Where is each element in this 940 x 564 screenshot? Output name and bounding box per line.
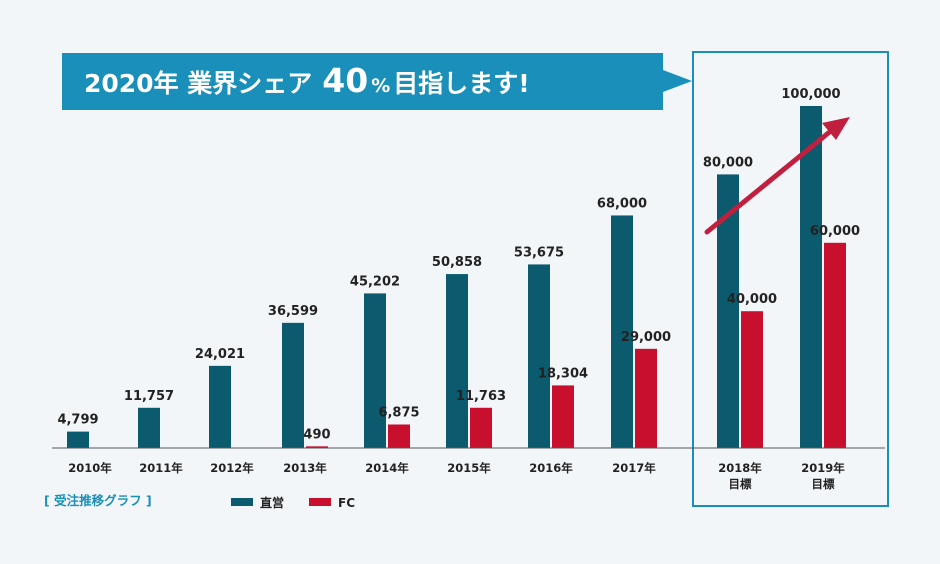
value-label-direct-2: 24,021 — [195, 347, 245, 362]
x-tick-label-4: 2014年 — [365, 461, 409, 475]
bar-direct-4 — [364, 293, 386, 448]
x-tick-label-9-line2: 目標 — [812, 477, 835, 491]
legend-label-direct: 直営 — [260, 495, 284, 510]
bar-direct-8 — [717, 174, 739, 448]
value-label-fc-8: 40,000 — [727, 292, 777, 307]
chart-title-text: 受注推移グラフ — [54, 493, 142, 508]
banner: 2020年 業界シェア 40% 目指します! — [62, 53, 692, 110]
bar-direct-2 — [209, 365, 231, 448]
value-label-fc-6: 18,304 — [538, 366, 588, 381]
bar-direct-9 — [800, 106, 822, 448]
banner-text: 2020年 業界シェア 40% 目指します! — [84, 61, 530, 100]
x-tick-label-7: 2017年 — [612, 461, 656, 475]
bar-fc-6 — [552, 385, 574, 448]
value-label-direct-7: 68,000 — [597, 196, 647, 211]
value-label-fc-9: 60,000 — [810, 224, 860, 239]
bar-direct-0 — [67, 431, 89, 448]
x-tick-labels: 2010年 2011年 2012年 2013年 2014年 2015年 2016年 2017年… — [68, 461, 845, 491]
value-label-direct-9: 100,000 — [781, 87, 840, 102]
target-highlight-box — [692, 51, 889, 507]
bar-direct-3 — [282, 322, 304, 448]
value-label-direct-0: 4,799 — [57, 413, 98, 428]
value-label-fc-5: 11,763 — [456, 389, 506, 404]
x-tick-label-5: 2015年 — [447, 461, 491, 475]
value-label-fc-4: 6,875 — [378, 405, 419, 420]
chart-title-open-bracket: [ — [44, 493, 54, 508]
value-label-direct-5: 50,858 — [432, 255, 482, 270]
legend-swatch-direct — [231, 498, 253, 506]
x-tick-label-8-line2: 目標 — [729, 477, 752, 491]
value-label-direct-6: 53,675 — [514, 245, 564, 260]
bar-direct-6 — [528, 264, 550, 448]
x-tick-label-6: 2016年 — [529, 461, 573, 475]
banner-number: 40 — [322, 61, 368, 100]
chart-title-close-bracket: ] — [142, 493, 152, 508]
value-label-direct-4: 45,202 — [350, 274, 400, 289]
chart-title: [ 受注推移グラフ ] — [44, 493, 152, 508]
x-tick-label-9: 2019年 — [801, 461, 845, 475]
x-tick-label-2: 2012年 — [210, 461, 254, 475]
x-tick-label-0: 2010年 — [68, 461, 112, 475]
value-label-direct-3: 36,599 — [268, 304, 318, 319]
bar-fc-3 — [306, 446, 328, 448]
value-label-fc-7: 29,000 — [621, 330, 671, 345]
value-label-fc-3: 490 — [303, 427, 330, 442]
growth-arrow-shaft — [704, 127, 835, 235]
value-label-direct-1: 11,757 — [124, 389, 174, 404]
bar-fc-7 — [635, 348, 657, 448]
banner-suffix: 目指します! — [393, 69, 529, 98]
banner-percent: % — [371, 75, 390, 97]
x-tick-label-3: 2013年 — [283, 461, 327, 475]
bar-fc-8 — [741, 311, 763, 448]
bar-fc-9 — [824, 242, 846, 448]
banner-background — [62, 53, 692, 110]
bar-fc-4 — [388, 424, 410, 448]
banner-prefix: 2020年 業界シェア — [84, 69, 312, 98]
bar-direct-5 — [446, 274, 468, 448]
value-label-direct-8: 80,000 — [703, 155, 753, 170]
bars-layer: 4,799 11,757 24,021 36,599 490 45,202 6,875 50,… — [57, 87, 860, 448]
x-tick-label-1: 2011年 — [139, 461, 183, 475]
bar-direct-7 — [611, 215, 633, 448]
x-tick-label-8: 2018年 — [718, 461, 762, 475]
legend-swatch-fc — [309, 498, 331, 506]
growth-arrow — [704, 117, 850, 235]
legend-label-fc: FC — [338, 496, 355, 510]
bar-direct-1 — [138, 407, 160, 448]
legend: 直営 FC — [231, 495, 355, 510]
bar-fc-5 — [470, 407, 492, 448]
growth-arrow-head — [822, 117, 850, 140]
